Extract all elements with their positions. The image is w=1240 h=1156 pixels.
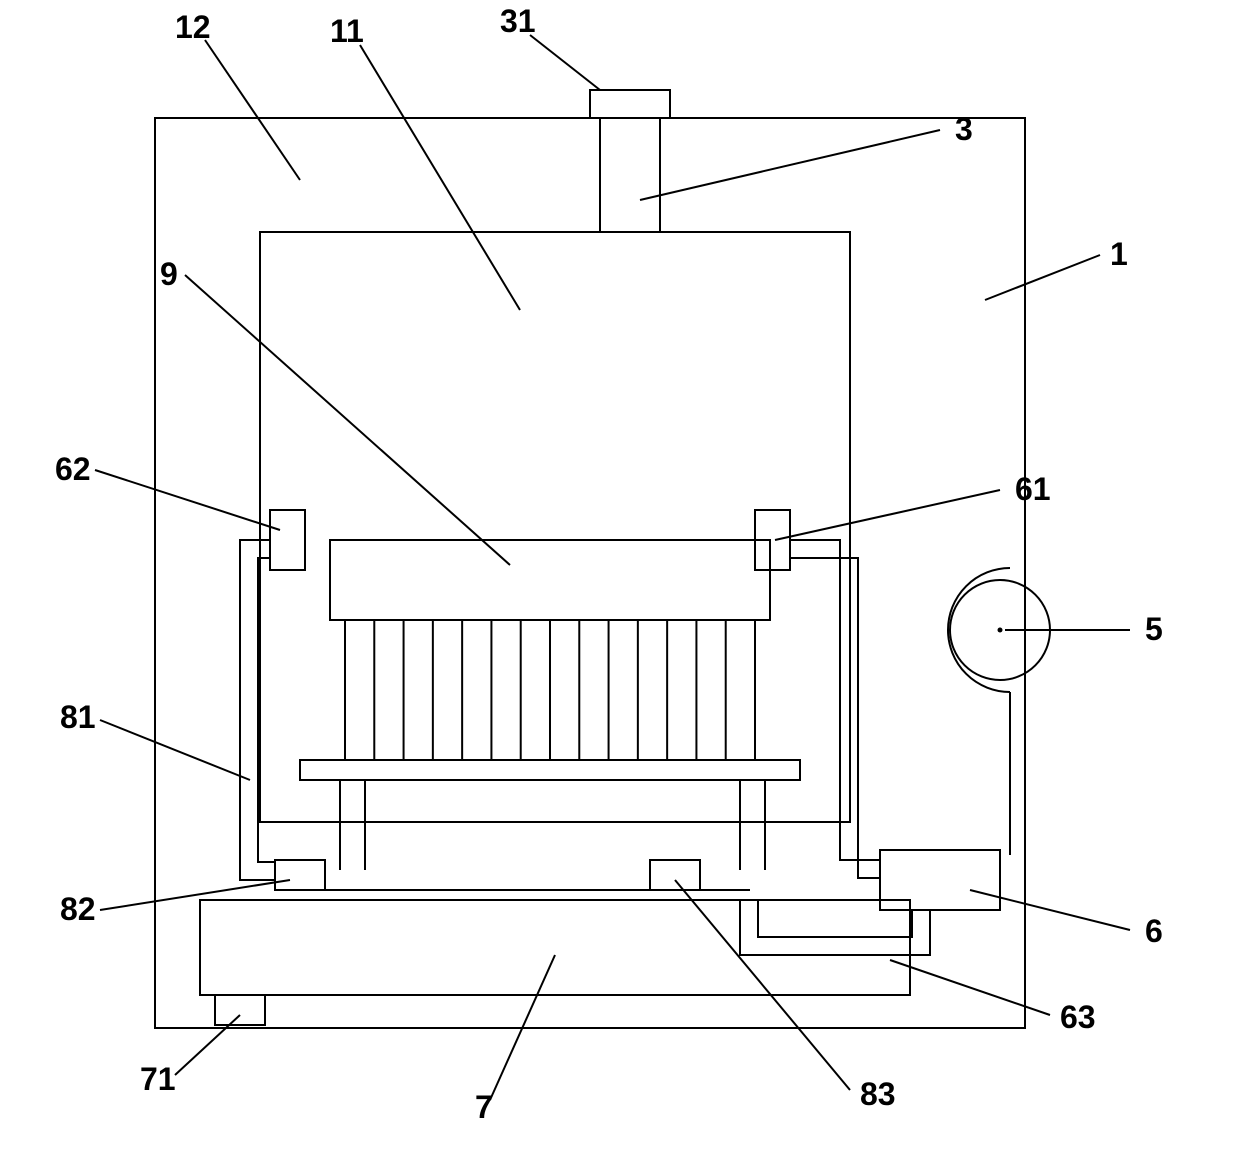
leader-61	[775, 490, 1000, 540]
leader-83	[675, 880, 850, 1090]
block-62	[270, 510, 305, 570]
circle-5-center	[998, 628, 1003, 633]
label-63: 63	[1060, 999, 1096, 1035]
block-9	[330, 540, 770, 620]
leader-31	[530, 35, 600, 90]
label-1: 1	[1110, 236, 1128, 272]
leader-3	[640, 130, 940, 200]
leader-11	[360, 45, 520, 310]
block-82	[275, 860, 325, 890]
label-3: 3	[955, 111, 973, 147]
label-31: 31	[500, 3, 536, 39]
leader-1	[985, 255, 1100, 300]
cap-31	[590, 90, 670, 118]
label-71: 71	[140, 1061, 176, 1097]
label-7: 7	[475, 1089, 493, 1125]
label-61: 61	[1015, 471, 1051, 507]
heatsink-platform	[300, 760, 800, 780]
leader-62	[95, 470, 280, 530]
label-6: 6	[1145, 913, 1163, 949]
leader-9	[185, 275, 510, 565]
leader-71	[175, 1015, 240, 1075]
pipe-63-inner	[758, 900, 912, 937]
leader-81	[100, 720, 250, 780]
label-12: 12	[175, 9, 211, 45]
label-83: 83	[860, 1076, 896, 1112]
label-11: 11	[330, 13, 364, 49]
pipe-63-outer	[740, 900, 930, 955]
inner-housing	[260, 232, 850, 822]
label-62: 62	[55, 451, 91, 487]
label-9: 9	[160, 256, 178, 292]
leader-82	[100, 880, 290, 910]
label-5: 5	[1145, 611, 1163, 647]
pipe-3	[600, 118, 660, 232]
pipe-6-61-outer	[790, 540, 880, 860]
block-83	[650, 860, 700, 890]
pipe-6-61-inner	[790, 558, 880, 878]
label-81: 81	[60, 699, 96, 735]
leader-12	[205, 40, 300, 180]
block-71	[215, 995, 265, 1025]
outer-housing	[155, 118, 1025, 1028]
base-7	[200, 900, 910, 995]
label-82: 82	[60, 891, 96, 927]
